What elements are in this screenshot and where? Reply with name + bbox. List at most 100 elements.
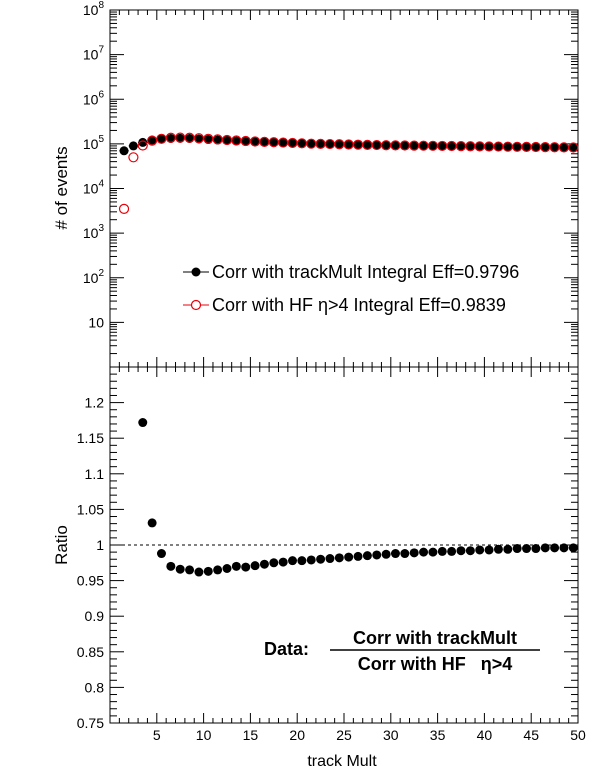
bottom-y-tick-label: 1.1 (85, 466, 105, 482)
trackmult-point (372, 140, 382, 150)
trackmult-point (231, 136, 241, 146)
ratio-point (185, 565, 195, 575)
legend-label-hf: Corr with HF η>4 Integral Eff=0.9839 (212, 295, 506, 315)
ratio-point (475, 545, 485, 555)
ratio-point (409, 548, 419, 558)
ratio-point (231, 561, 241, 571)
ratio-point (540, 543, 550, 553)
ratio-point (372, 550, 382, 560)
ratio-point (493, 544, 503, 554)
ratio-point (147, 518, 157, 528)
ratio-point (362, 551, 372, 561)
bottom-y-tick-label: 1 (96, 537, 104, 553)
trackmult-point (484, 142, 494, 152)
legend-label-trackmult: Corr with trackMult Integral Eff=0.9796 (212, 262, 519, 282)
x-axis-title: track Mult (307, 753, 377, 770)
ratio-point (503, 544, 513, 554)
bottom-y-tick-label: 1.15 (77, 430, 104, 446)
top-y-axis: 10 102 103 104 105 106 107 108 (83, 0, 578, 355)
trackmult-point (428, 141, 438, 151)
trackmult-point (540, 142, 550, 152)
ratio-point (203, 566, 213, 576)
trackmult-point (269, 138, 279, 148)
trackmult-point (128, 141, 138, 151)
ratio-point (297, 556, 307, 566)
bottom-y-axis: 0.75 0.8 0.85 0.9 0.95 1 1.05 1.1 1.15 1.2 (77, 366, 578, 731)
ratio-point (512, 544, 522, 554)
top-y-tick-label: 103 (83, 223, 105, 241)
legend-entry-hf: Corr with HF η>4 Integral Eff=0.9839 (183, 295, 506, 315)
bottom-x-tick-label: 10 (196, 727, 212, 743)
bottom-x-tick-label: 30 (383, 727, 399, 743)
bottom-x-tick-label: 15 (243, 727, 259, 743)
trackmult-point (288, 138, 298, 148)
ratio-point (447, 546, 457, 556)
trackmult-point (222, 136, 232, 146)
trackmult-point (194, 134, 204, 144)
ratio-point (194, 567, 204, 577)
top-y-axis-title: # of events (52, 146, 71, 229)
top-y-tick-label: 107 (83, 45, 105, 63)
bottom-x-tick-label: 5 (153, 727, 161, 743)
trackmult-point (512, 142, 522, 152)
ratio-point (316, 554, 326, 564)
trackmult-point (568, 143, 578, 153)
bottom-y-axis-title: Ratio (52, 525, 71, 565)
trackmult-point (400, 141, 410, 151)
ratio-point (484, 545, 494, 555)
trackmult-point (522, 142, 532, 152)
ratio-point (437, 546, 447, 556)
ratio-point (559, 543, 569, 553)
bottom-y-tick-label: 0.95 (77, 573, 104, 589)
trackmult-point (166, 133, 176, 143)
hf-point (118, 203, 130, 214)
bottom-y-tick-label: 0.9 (85, 608, 105, 624)
trackmult-point (156, 134, 166, 144)
ratio-point (550, 543, 560, 553)
bottom-x-tick-label: 35 (430, 727, 446, 743)
bottom-y-tick-label: 0.75 (77, 715, 104, 731)
trackmult-point (409, 141, 419, 151)
trackmult-point (213, 135, 223, 145)
trackmult-point (559, 143, 569, 153)
ratio-point (531, 544, 541, 554)
ratio-annotation: Data: Corr with trackMult Corr with HF η… (264, 628, 540, 674)
trackmult-point (475, 142, 485, 152)
trackmult-point (147, 135, 157, 145)
trackmult-point (334, 139, 344, 149)
ratio-point (419, 547, 429, 557)
trackmult-point (241, 137, 251, 147)
ratio-point (306, 555, 316, 565)
ratio-point (166, 561, 176, 571)
legend-marker-trackmult (191, 267, 201, 277)
top-x-axis (118, 10, 570, 367)
ratio-point (400, 549, 410, 559)
trackmult-point (185, 133, 195, 143)
ratio-point (325, 554, 335, 564)
trackmult-point (381, 140, 391, 150)
trackmult-point (325, 139, 335, 149)
ratio-point (465, 546, 475, 556)
bottom-y-tick-label: 0.85 (77, 644, 104, 660)
trackmult-point (344, 140, 354, 150)
ratio-point (568, 543, 578, 553)
trackmult-point (353, 140, 363, 150)
annotation-prefix: Data: (264, 639, 309, 659)
legend-marker-hf (190, 299, 202, 311)
ratio-point (269, 558, 279, 568)
ratio-point (390, 549, 400, 559)
ratio-point (353, 551, 363, 561)
bottom-x-tick-label: 25 (336, 727, 352, 743)
trackmult-point (138, 137, 148, 147)
bottom-y-tick-label: 1.05 (77, 501, 104, 517)
trackmult-point (306, 139, 316, 149)
legend: Corr with trackMult Integral Eff=0.9796 … (183, 262, 519, 315)
trackmult-point (437, 141, 447, 151)
trackmult-point (419, 141, 429, 151)
ratio-point (522, 544, 532, 554)
bottom-x-axis: 5 10 15 20 25 30 35 40 45 50 (118, 367, 586, 743)
trackmult-point (550, 142, 560, 152)
trackmult-point (259, 137, 269, 147)
top-panel: 10 102 103 104 105 106 107 108 # of events Corr… (52, 0, 579, 368)
ratio-point (288, 556, 298, 566)
